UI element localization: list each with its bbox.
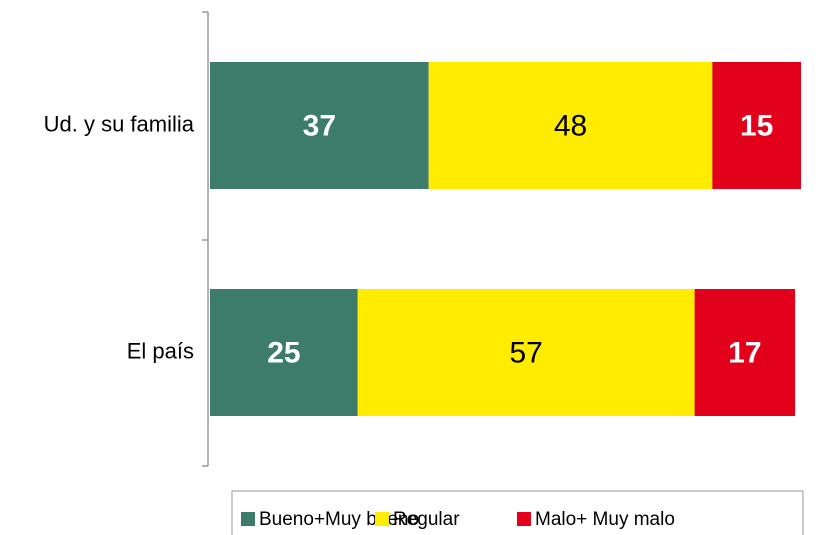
legend-swatch [375,512,389,526]
bar-segment [712,62,801,189]
category-axis [202,11,209,467]
bar-segment [694,289,796,416]
legend-label: Malo+ Muy malo [535,509,675,530]
bar-segment [210,289,358,416]
data-label: 57 [509,336,542,369]
bar-segment [210,62,429,189]
data-label: 17 [728,336,761,369]
bar-segment [428,62,713,189]
category-label: Ud. y su familia [44,111,195,136]
data-label: 48 [554,109,587,142]
data-label: 25 [267,336,300,369]
legend-swatch [241,512,255,526]
data-label: 37 [303,109,336,142]
data-label: 15 [740,109,773,142]
bar-segment [357,289,695,416]
category-label: El país [127,338,194,363]
legend-swatch [517,512,531,526]
legend-label: Regular [393,509,460,530]
